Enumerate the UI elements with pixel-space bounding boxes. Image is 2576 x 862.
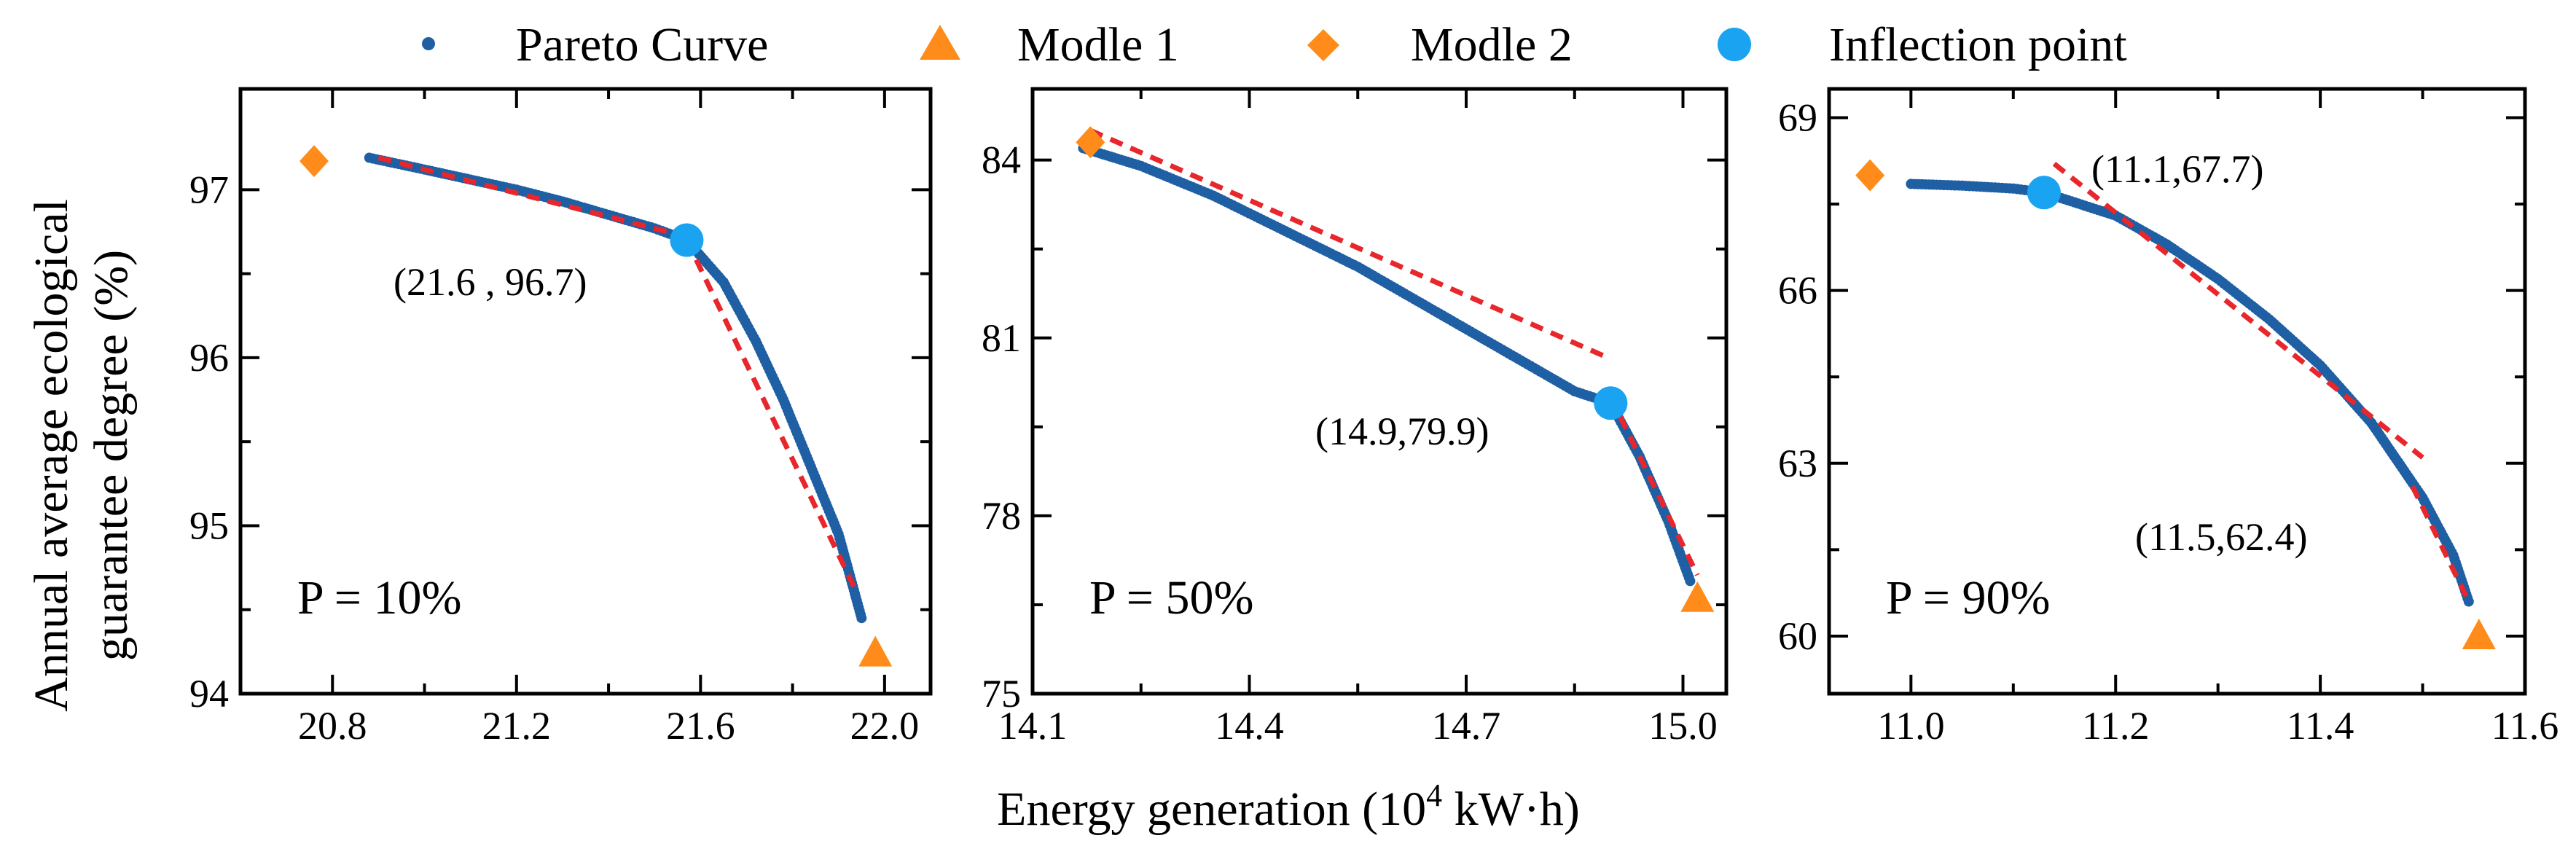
panel-1-fit-line [684,238,860,595]
panel-1-fit-line [377,155,688,240]
panel-3-frame [1827,87,2527,696]
legend-modle2-marker [1307,29,1339,61]
legend-modle1-marker [920,25,960,60]
panel-1: 20.8 21.2 21.6 22.0 94 95 96 97 P = 10% (21.6 ,… [189,87,933,748]
panel-3-ytick-label: 60 [1778,614,1817,658]
panel-1-ytick-label: 95 [189,504,229,547]
panel-3-xtick-label: 11.2 [2082,704,2150,748]
panel-1-ytick-label: 97 [189,168,229,211]
legend-inflection-marker [1718,28,1751,61]
panel-1-xtick-label: 21.6 [666,704,735,748]
panel-2-ytick-label: 75 [982,672,1021,716]
panel-2-xtick-label: 15.0 [1648,704,1718,748]
y-axis-title-line2: guarantee degree (%) [85,250,138,661]
panel-2-xtick-label: 14.4 [1215,704,1284,748]
panel-1-inflection-annotation: (21.6 , 96.7) [394,260,587,304]
panel-1-marks: 20.8 21.2 21.6 22.0 94 95 96 97 [189,87,933,748]
panel-2-ytick-label: 78 [982,494,1021,538]
panel-2-label: P = 50% [1089,571,1253,624]
x-axis-title: Energy generation (104 kW·h) [997,777,1580,836]
y-axis-title-line1: Annual average ecological [25,199,78,712]
y-axis-title: Annual average ecological guarantee degr… [25,199,138,712]
panel-3-modle2-point [1855,159,1885,192]
panel-1-xtick-label: 22.0 [850,704,920,748]
panel-3-fit-line [2052,162,2424,460]
panel-1-ytick-label: 96 [189,336,229,380]
panel-3-xtick-label: 11.4 [2287,704,2354,748]
panel-3-inflection-annotation: (11.1,67.7) [2091,147,2263,191]
panel-2-frame [1030,87,1729,696]
panel-3-xtick-label: 11.6 [2491,704,2559,748]
panel-2-fit-line [1089,128,1605,358]
panel-1-modle2-point [300,145,329,178]
panel-2-fit-line [1608,396,1700,576]
x-axis-title-tail: kW·h) [1442,783,1580,836]
panel-1-ytick-label: 94 [189,672,229,716]
panel-3-inflection-annotation-2: (11.5,62.4) [2135,515,2307,559]
panel-3-inflection-point [2027,176,2061,210]
panel-3-ytick-label: 63 [1778,442,1817,485]
panel-3-marks: 11.0 11.2 11.4 11.6 60 63 66 69 [1778,87,2559,748]
panel-2-inflection-point [1594,386,1628,420]
panel-2-inflection-annotation: (14.9,79.9) [1315,410,1489,453]
panel-2: 14.1 14.4 14.7 15.0 75 78 81 84 P = 50% (14.9,7… [982,87,1729,748]
panel-1-xtick-label: 20.8 [298,704,367,748]
legend: Pareto Curve Modle 1 Modle 2 Inflection … [422,18,2127,71]
panel-3-ytick-label: 69 [1778,96,1817,140]
panel-2-xtick-label: 14.7 [1432,704,1501,748]
panel-3-ytick-label: 66 [1778,269,1817,313]
panel-1-modle1-point [858,635,893,667]
x-axis-title-main: Energy generation (10 [997,783,1426,836]
panel-3: 11.0 11.2 11.4 11.6 60 63 66 69 P = 90% (11.1,6… [1778,87,2559,748]
legend-inflection-label: Inflection point [1829,18,2127,71]
panel-2-xtick-label: 14.1 [998,704,1068,748]
panel-1-inflection-point [670,223,704,257]
panel-1-label: P = 10% [297,571,461,624]
panel-3-label: P = 90% [1886,571,2050,624]
panel-2-pareto-point [1685,576,1696,587]
panel-3-modle1-point [2462,618,2496,649]
legend-modle2-label: Modle 2 [1411,18,1573,71]
legend-pareto-label: Pareto Curve [516,18,768,71]
panel-1-xtick-label: 21.2 [482,704,552,748]
panel-2-modle2-point [1076,126,1105,159]
panel-1-frame [238,87,933,696]
panel-2-ytick-label: 84 [982,138,1021,182]
panel-3-xtick-label: 11.0 [1877,704,1945,748]
panel-1-pareto-point [856,613,867,624]
panel-2-modle1-point [1680,581,1715,612]
x-axis-title-superscript: 4 [1426,777,1442,813]
legend-pareto-marker [422,37,435,50]
panel-3-pareto-point [2463,596,2474,607]
panel-2-ytick-label: 81 [982,316,1021,360]
panel-2-marks: 14.1 14.4 14.7 15.0 75 78 81 84 [982,87,1729,748]
legend-modle1-label: Modle 1 [1017,18,1179,71]
